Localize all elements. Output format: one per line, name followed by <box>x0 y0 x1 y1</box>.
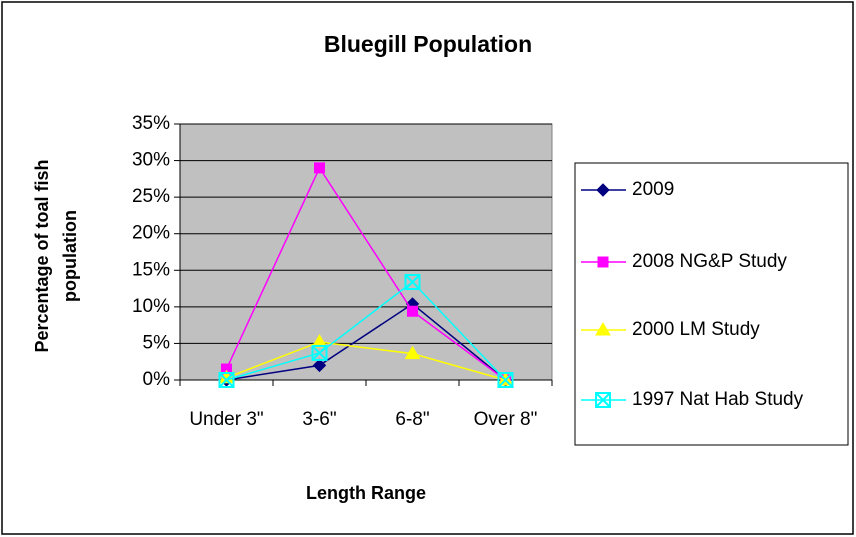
marker <box>595 392 611 408</box>
y-tick-label: 5% <box>143 332 171 353</box>
marker-cross <box>218 372 235 388</box>
y-tick-label: 30% <box>132 150 170 171</box>
plot-area <box>179 123 553 381</box>
y-tick-label: 20% <box>132 223 170 244</box>
marker <box>407 305 418 317</box>
marker <box>218 372 235 388</box>
marker-box <box>311 344 328 361</box>
chart-title: Bluegill Population <box>324 31 532 57</box>
marker <box>596 183 610 197</box>
legend-box <box>574 162 849 446</box>
y-tick-label: 0% <box>143 369 171 390</box>
legend-label: 1997 Nat Hab Study <box>632 389 804 410</box>
y-axis-label: Percentage of toal fish population <box>32 159 80 353</box>
series-line <box>226 303 506 381</box>
y-tick-label: 35% <box>132 113 170 134</box>
series-line <box>226 341 506 381</box>
marker-cross <box>404 274 421 290</box>
series-line <box>225 166 506 381</box>
marker <box>314 162 325 174</box>
marker <box>497 372 514 388</box>
series-line <box>226 280 507 381</box>
legend-item <box>581 256 626 268</box>
marker <box>597 256 609 268</box>
marker <box>312 358 327 373</box>
legend-label: 2000 LM Study <box>632 319 760 340</box>
x-tick-label: Over 8" <box>473 409 538 430</box>
marker <box>404 345 421 360</box>
legend-item <box>581 392 626 408</box>
y-tick-label: 15% <box>132 259 170 280</box>
marker-box <box>497 372 514 388</box>
legend-label: 2009 <box>632 179 675 200</box>
marker-cross <box>595 392 611 408</box>
x-tick-label: 3-6" <box>302 409 337 430</box>
y-tick-label: 25% <box>132 186 170 207</box>
legend-item <box>581 322 626 336</box>
marker <box>404 273 421 290</box>
y-tick-label: 10% <box>132 296 170 317</box>
marker <box>595 322 611 336</box>
marker-box <box>404 273 421 290</box>
x-tick-label: Under 3" <box>189 409 264 430</box>
legend-label: 2008 NG&P Study <box>632 251 787 272</box>
legend-item <box>581 183 626 197</box>
marker <box>311 344 328 361</box>
x-tick-label: 6-8" <box>395 409 430 430</box>
marker-box <box>595 392 611 408</box>
x-axis-label: Length Range <box>306 483 426 503</box>
marker-cross <box>311 345 328 361</box>
marker-cross <box>497 372 514 388</box>
marker <box>311 333 328 348</box>
marker-box <box>218 372 235 388</box>
